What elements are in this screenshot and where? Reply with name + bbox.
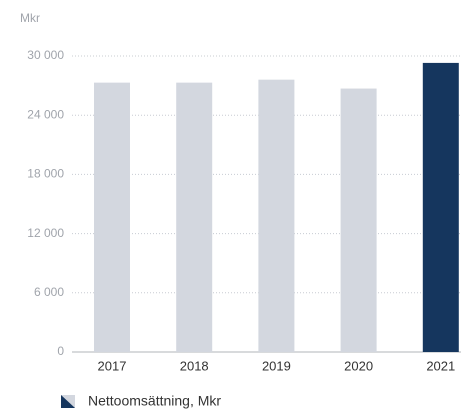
- x-tick-label: 2019: [262, 358, 291, 373]
- y-unit: Mkr: [20, 11, 40, 25]
- x-tick-label: 2020: [344, 358, 373, 373]
- bar: [422, 62, 459, 352]
- y-tick-label: 6 000: [34, 285, 64, 299]
- x-tick-label: 2018: [180, 358, 209, 373]
- bar: [176, 82, 213, 352]
- bar: [258, 79, 295, 353]
- y-tick-label: 24 000: [27, 107, 64, 121]
- bar: [340, 88, 377, 352]
- y-tick-label: 12 000: [27, 226, 64, 240]
- y-tick-label: 18 000: [27, 167, 64, 181]
- legend-swatch: [61, 395, 75, 408]
- bar: [94, 82, 130, 352]
- x-tick-label: 2021: [426, 358, 455, 373]
- legend-label: Nettoomsättning, Mkr: [88, 393, 221, 409]
- x-tick-label: 2017: [98, 358, 127, 373]
- y-tick-label: 30 000: [27, 48, 64, 62]
- y-tick-label: 0: [57, 344, 64, 358]
